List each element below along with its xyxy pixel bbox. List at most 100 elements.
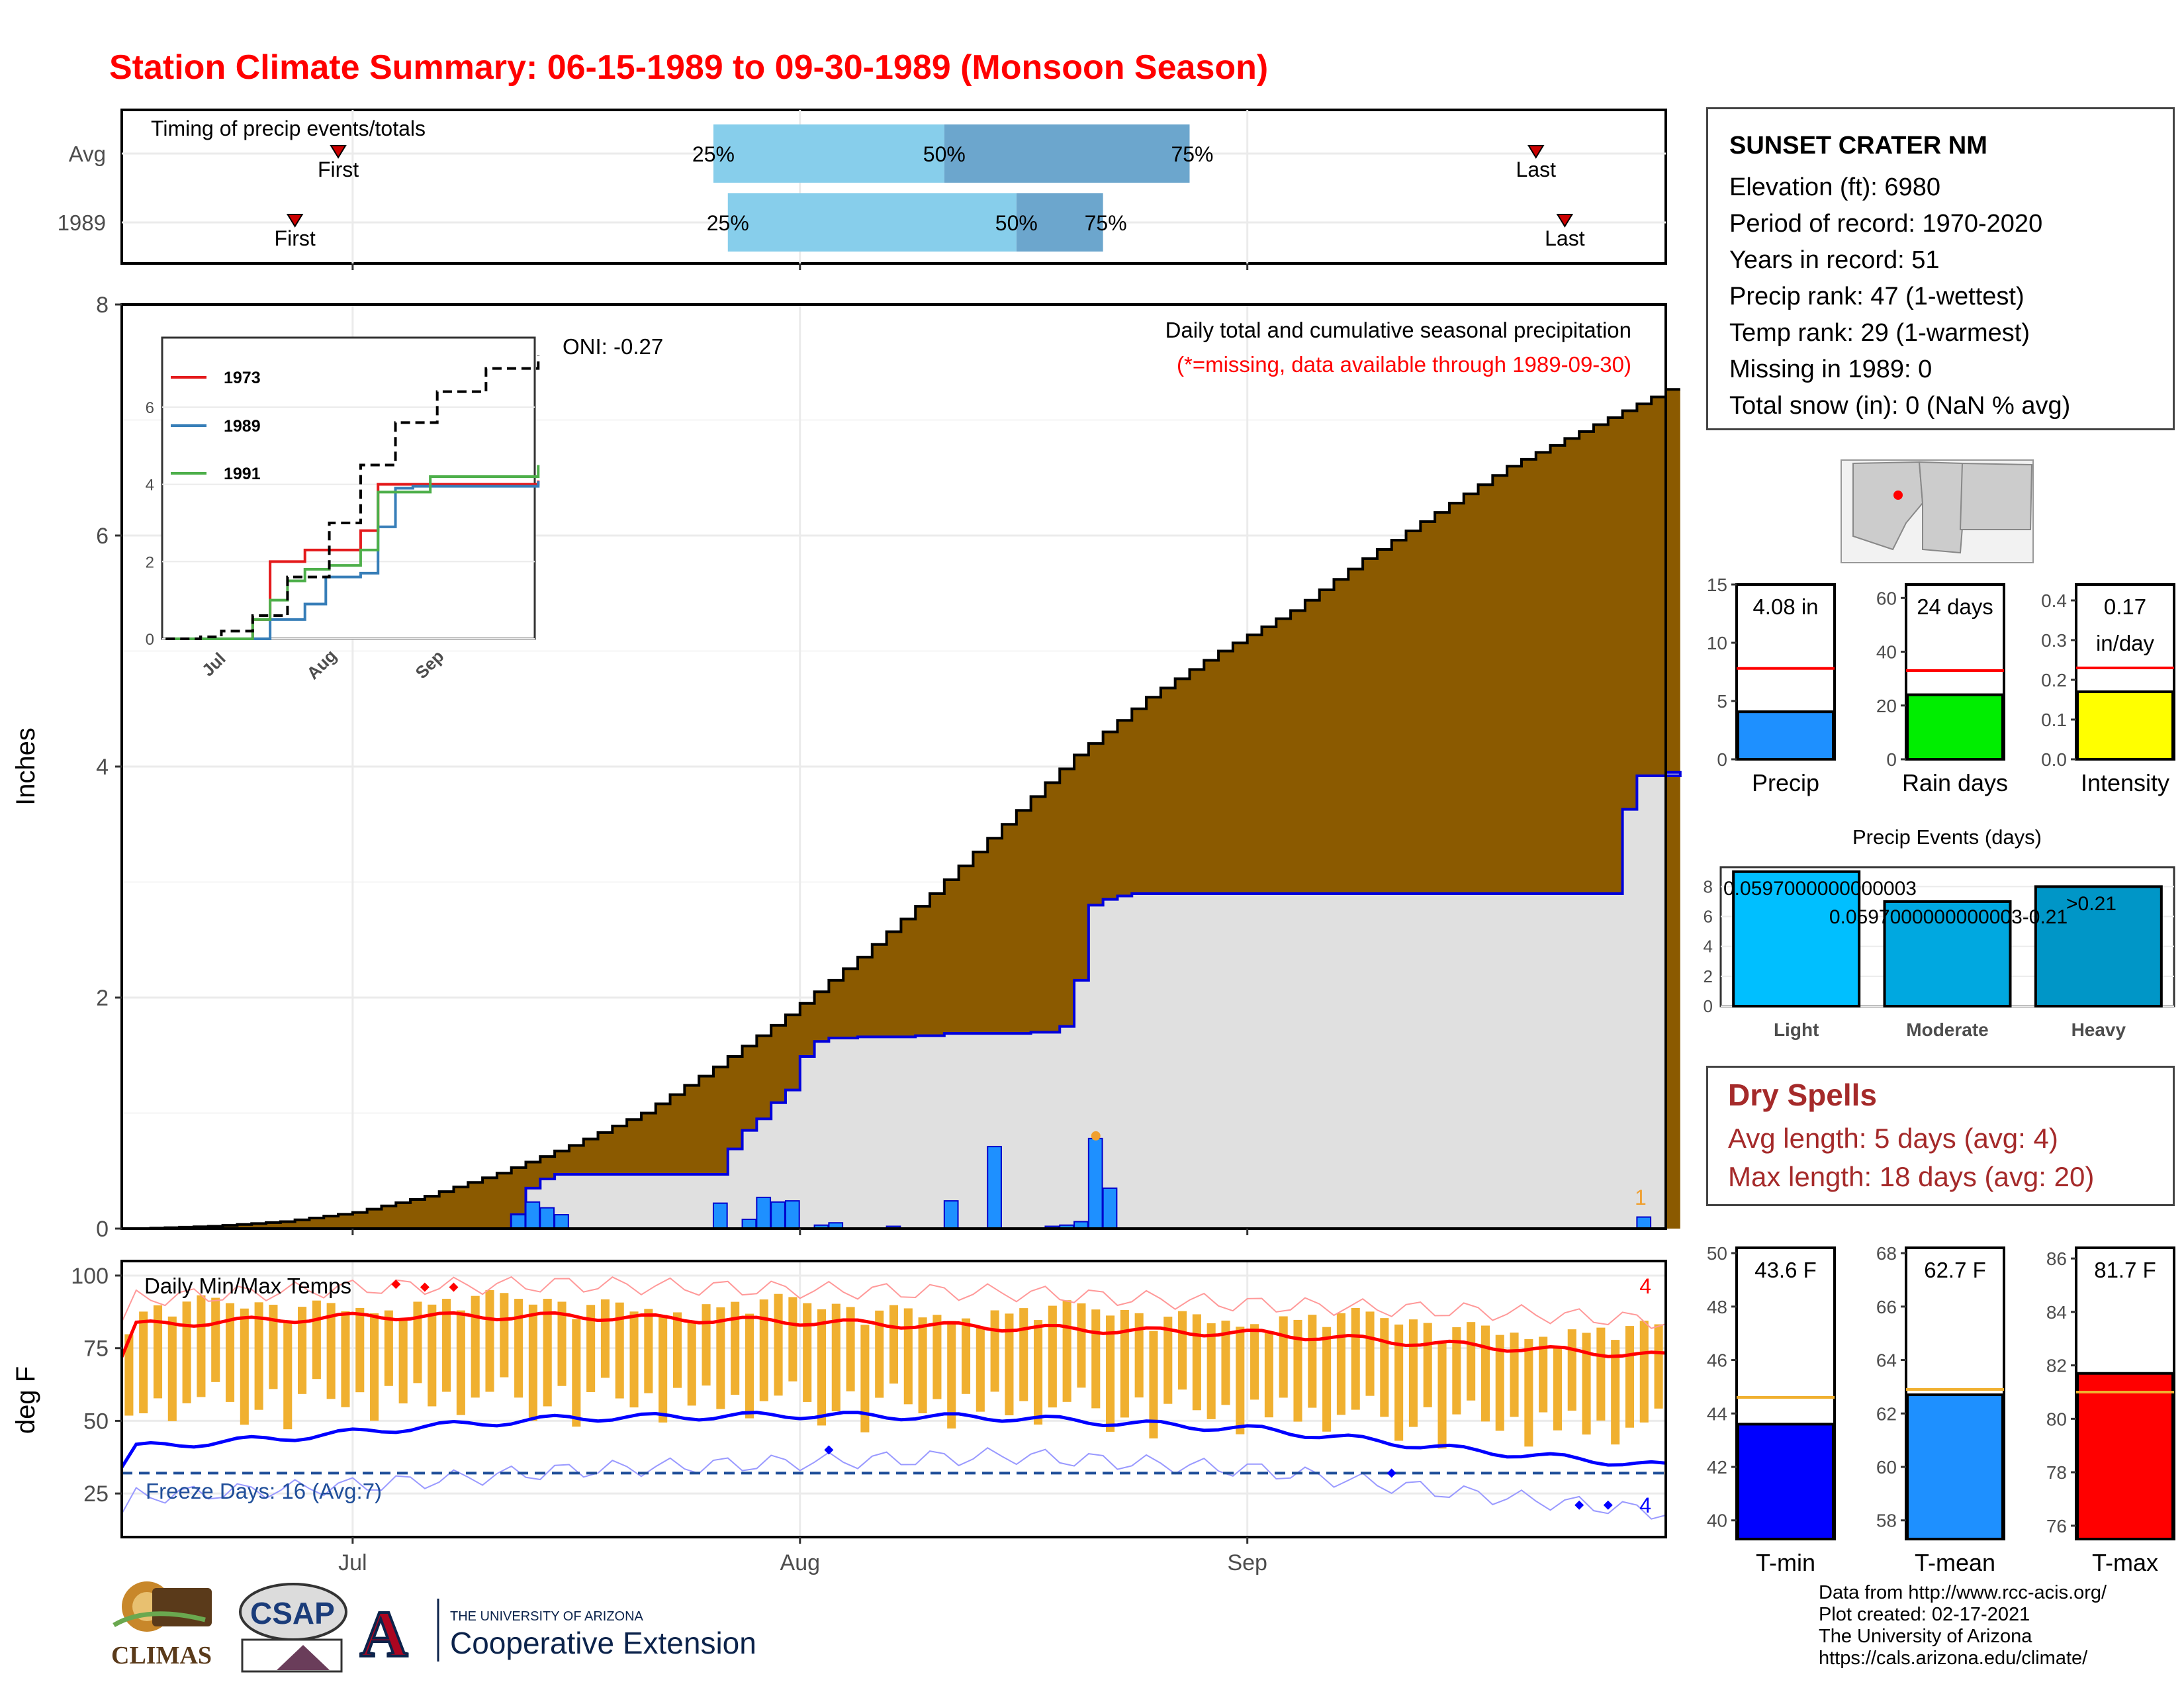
- temp-range-bar: [1524, 1338, 1533, 1447]
- summary-title: Precip: [1752, 769, 1819, 796]
- daily-precip-bar: [525, 1201, 541, 1229]
- daily-precip-bar: [554, 1214, 569, 1230]
- station-precip-rank: Precip rank: 47 (1-wettest): [1729, 283, 2025, 310]
- record-min-marker: [1603, 1500, 1613, 1510]
- summary-ytick-label: 0.0: [2041, 749, 2067, 770]
- temp-range-bar: [124, 1334, 134, 1416]
- temp-range-bar: [1408, 1319, 1418, 1427]
- temp-range-bar: [1567, 1329, 1576, 1411]
- daily-precip-bar: [1087, 1137, 1103, 1230]
- temp-ytick-label: 100: [71, 1264, 109, 1289]
- temp-series-line: [121, 1447, 1666, 1520]
- temp-ytick-label: 25: [83, 1481, 109, 1507]
- temp-range-bar: [254, 1302, 263, 1410]
- inset-ytick-label: 4: [146, 477, 154, 494]
- summary-ytick-label: 64: [1876, 1350, 1897, 1371]
- inset-legend-label: 1989: [224, 417, 261, 436]
- temp-range-bar: [817, 1309, 827, 1426]
- summary-bar: [1737, 710, 1835, 761]
- summary-title: T-min: [1756, 1549, 1815, 1576]
- timing-p50-label: 50%: [995, 211, 1038, 235]
- events-bar: [1732, 870, 1861, 1008]
- temp-range-bar: [1553, 1346, 1563, 1430]
- main-ytick-label: 6: [96, 524, 109, 549]
- summary-bar: [1906, 1393, 2004, 1540]
- temp-range-bar: [341, 1311, 350, 1407]
- events-bar-label: 0.0597000000000003: [1723, 878, 1917, 900]
- temp-range-bar: [139, 1311, 148, 1414]
- daily-precip-bar: [784, 1200, 800, 1229]
- summary-ytick-label: 0.2: [2041, 670, 2067, 690]
- timing-bar-25-50: [713, 124, 944, 183]
- inset-series-line: [165, 355, 540, 640]
- temp-range-bar: [586, 1305, 596, 1392]
- record-max-marker: [449, 1282, 459, 1292]
- summary-ytick-label: 62: [1876, 1403, 1897, 1424]
- oni-label: ONI: -0.27: [563, 334, 663, 359]
- temp-range-bar: [269, 1305, 278, 1389]
- daily-precip-bar: [510, 1214, 526, 1230]
- temp-range-bar: [1163, 1317, 1173, 1404]
- summary-ytick-label: 5: [1717, 691, 1727, 712]
- temp-range-bar: [384, 1310, 393, 1386]
- temp-range-bar: [1351, 1307, 1360, 1410]
- temp-range-bar: [298, 1307, 307, 1394]
- inset-series-line: [165, 481, 540, 640]
- events-ytick-label: 2: [1704, 966, 1713, 986]
- page-title: Station Climate Summary: 06-15-1989 to 0…: [109, 48, 1269, 87]
- summary-ytick-label: 15: [1707, 575, 1727, 595]
- events-ytick-label: 8: [1704, 876, 1713, 896]
- inset-ytick-label: 0: [146, 631, 154, 649]
- summary-value-label: 0.17: [2104, 594, 2146, 619]
- temp-range-bar: [961, 1318, 971, 1394]
- summary-bar: [2076, 1372, 2174, 1541]
- summary-ytick-label: 80: [2046, 1409, 2067, 1429]
- temp-range-bar: [1394, 1324, 1404, 1441]
- temp-range-bar: [629, 1311, 639, 1408]
- temp-ytick-label: 50: [83, 1409, 109, 1434]
- temp-range-bar: [1293, 1319, 1302, 1422]
- ua-logo-big: Cooperative Extension: [450, 1626, 754, 1660]
- summary-bar: [1906, 693, 2004, 761]
- daily-precip-bar: [741, 1219, 757, 1230]
- temp-range-bar: [774, 1293, 783, 1396]
- main-ytick-label: 0: [96, 1217, 109, 1242]
- temp-range-bar: [1019, 1308, 1028, 1401]
- temp-xtick-label: Aug: [780, 1550, 821, 1575]
- summary-ytick-label: 42: [1707, 1457, 1727, 1477]
- events-bar-label: >0.21: [2066, 893, 2116, 915]
- summary-value-label: 24 days: [1917, 594, 1993, 619]
- timing-p25-label: 25%: [707, 211, 749, 235]
- daily-precip-bar: [756, 1196, 772, 1230]
- summary-ytick-label: 0.3: [2041, 630, 2067, 651]
- temp-xtick-label: Jul: [338, 1550, 367, 1575]
- summary-value-label: 4.08 in: [1752, 594, 1818, 619]
- temp-range-bar: [1106, 1315, 1115, 1432]
- temp-range-bar: [1048, 1305, 1057, 1408]
- temp-range-bar: [370, 1313, 379, 1421]
- station-name: SUNSET CRATER NM: [1729, 132, 1987, 160]
- temp-range-bar: [557, 1301, 567, 1386]
- csap-logo-text: CSAP: [250, 1596, 335, 1630]
- dry-spells-box: Dry Spells Avg length: 5 days (avg: 4) M…: [1706, 1066, 2175, 1206]
- temp-range-bar: [846, 1307, 855, 1391]
- ua-logo-small: THE UNIVERSITY OF ARIZONA: [450, 1609, 644, 1624]
- events-bar: [1883, 900, 2012, 1008]
- temp-ylabel: deg F: [11, 1366, 40, 1434]
- temp-range-bar: [1279, 1316, 1288, 1398]
- main-caption: Daily total and cumulative seasonal prec…: [1165, 318, 1631, 342]
- temp-panel-label: Daily Min/Max Temps: [144, 1274, 351, 1298]
- timing-label: Timing of precip events/totals: [151, 117, 426, 140]
- summary-title: Intensity: [2081, 769, 2169, 796]
- events-xtick-label: Heavy: [2071, 1019, 2126, 1040]
- credit-line: https://cals.arizona.edu/climate/: [1819, 1648, 2088, 1669]
- dry-spells-max: Max length: 18 days (avg: 20): [1728, 1161, 2095, 1192]
- temp-series-line: [121, 1276, 1666, 1329]
- temp-range-bar: [1250, 1324, 1259, 1400]
- timing-marker: [286, 214, 304, 228]
- temp-series-line: [120, 1411, 1666, 1468]
- station-missing: Missing in 1989: 0: [1729, 355, 1933, 383]
- temp-range-bar: [687, 1321, 696, 1406]
- temp-range-bar: [1452, 1327, 1461, 1415]
- temp-range-bar: [947, 1321, 956, 1429]
